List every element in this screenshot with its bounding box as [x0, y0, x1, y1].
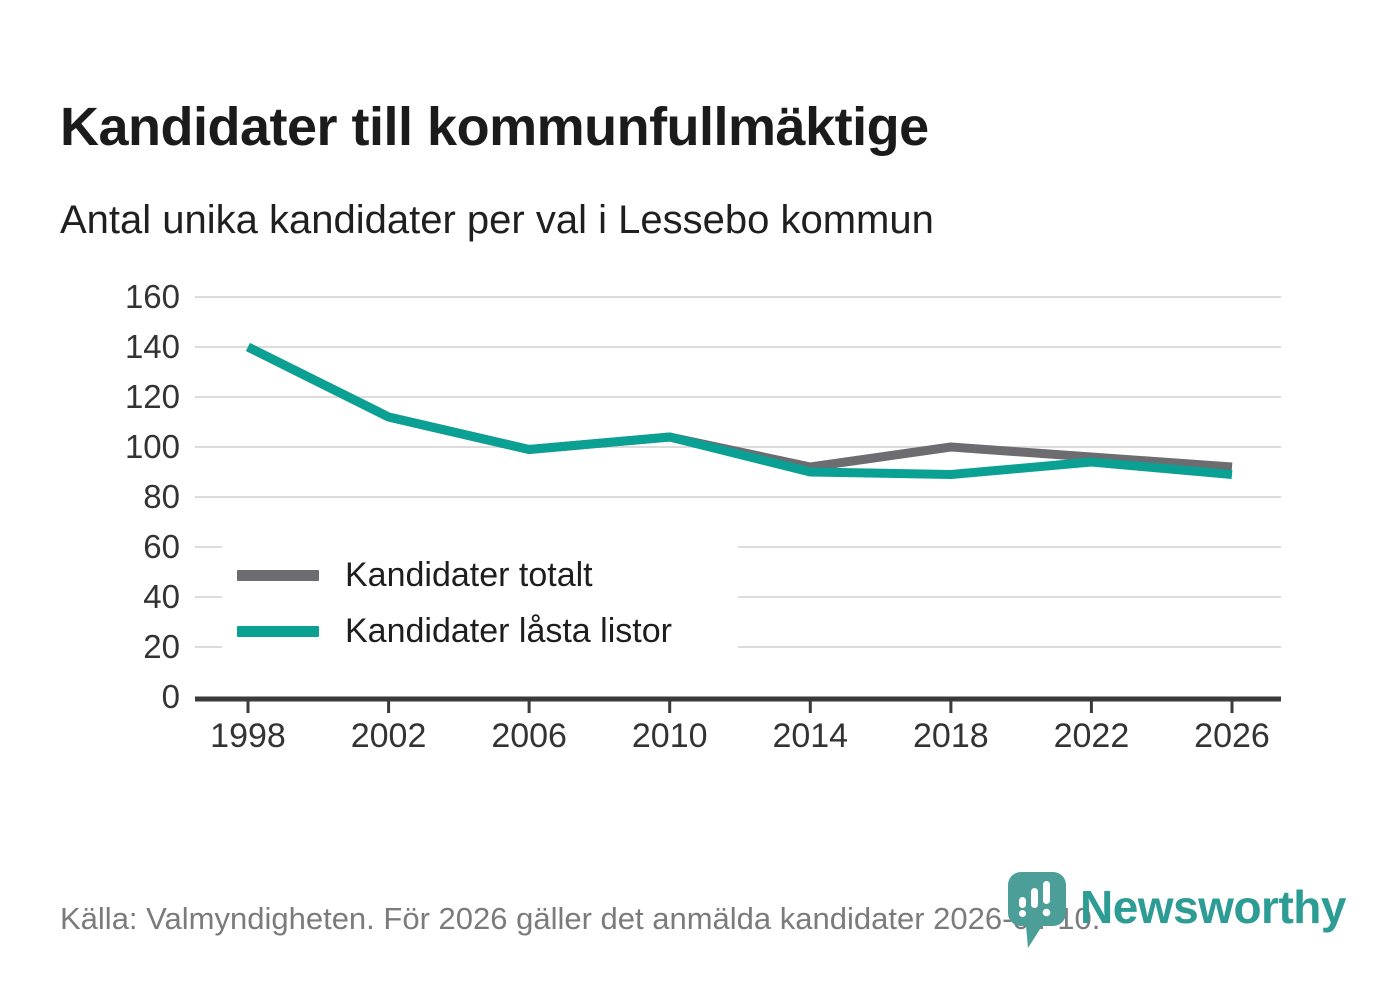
y-tick-label: 80 — [143, 478, 180, 515]
newsworthy-pin-barchart-icon — [1008, 872, 1066, 948]
series-line — [245, 342, 1233, 472]
x-tick-label: 2010 — [631, 717, 708, 755]
legend-label: Kandidater låsta listor — [345, 611, 672, 650]
newsworthy-wordmark: Newsworthy — [1080, 881, 1346, 933]
y-tick-label: 0 — [161, 678, 180, 715]
y-tick-label: 20 — [143, 628, 180, 665]
newsworthy-logo: Newsworthy — [1008, 872, 1346, 950]
legend-item: Kandidater totalt — [222, 547, 738, 603]
source-note: Källa: Valmyndigheten. För 2026 gäller d… — [60, 901, 1101, 936]
x-tick-label: 2018 — [913, 717, 989, 755]
y-tick-label: 40 — [143, 578, 180, 615]
y-tick-label: 100 — [124, 428, 180, 465]
y-tick-label: 120 — [124, 378, 180, 415]
chart-subtitle: Antal unika kandidater per val i Lessebo… — [60, 198, 934, 242]
page-title: Kandidater till kommunfullmäktige — [60, 97, 929, 158]
legend-item: Kandidater låsta listor — [222, 603, 738, 659]
x-tick-label: 2014 — [772, 717, 849, 755]
legend: Kandidater totalt Kandidater låsta listor — [222, 542, 738, 664]
x-tick-label: 2022 — [1053, 717, 1130, 755]
x-tick-label: 1998 — [210, 717, 286, 755]
y-tick-label: 160 — [124, 278, 180, 315]
x-tick-label: 2026 — [1194, 717, 1270, 755]
legend-swatch — [237, 625, 319, 637]
legend-label: Kandidater totalt — [345, 555, 593, 594]
series-line — [245, 342, 1233, 479]
x-tick-label: 2002 — [350, 717, 427, 755]
y-tick-label: 60 — [143, 528, 180, 565]
y-tick-label: 140 — [124, 328, 180, 365]
legend-swatch — [237, 569, 319, 581]
x-tick-label: 2006 — [491, 717, 567, 755]
